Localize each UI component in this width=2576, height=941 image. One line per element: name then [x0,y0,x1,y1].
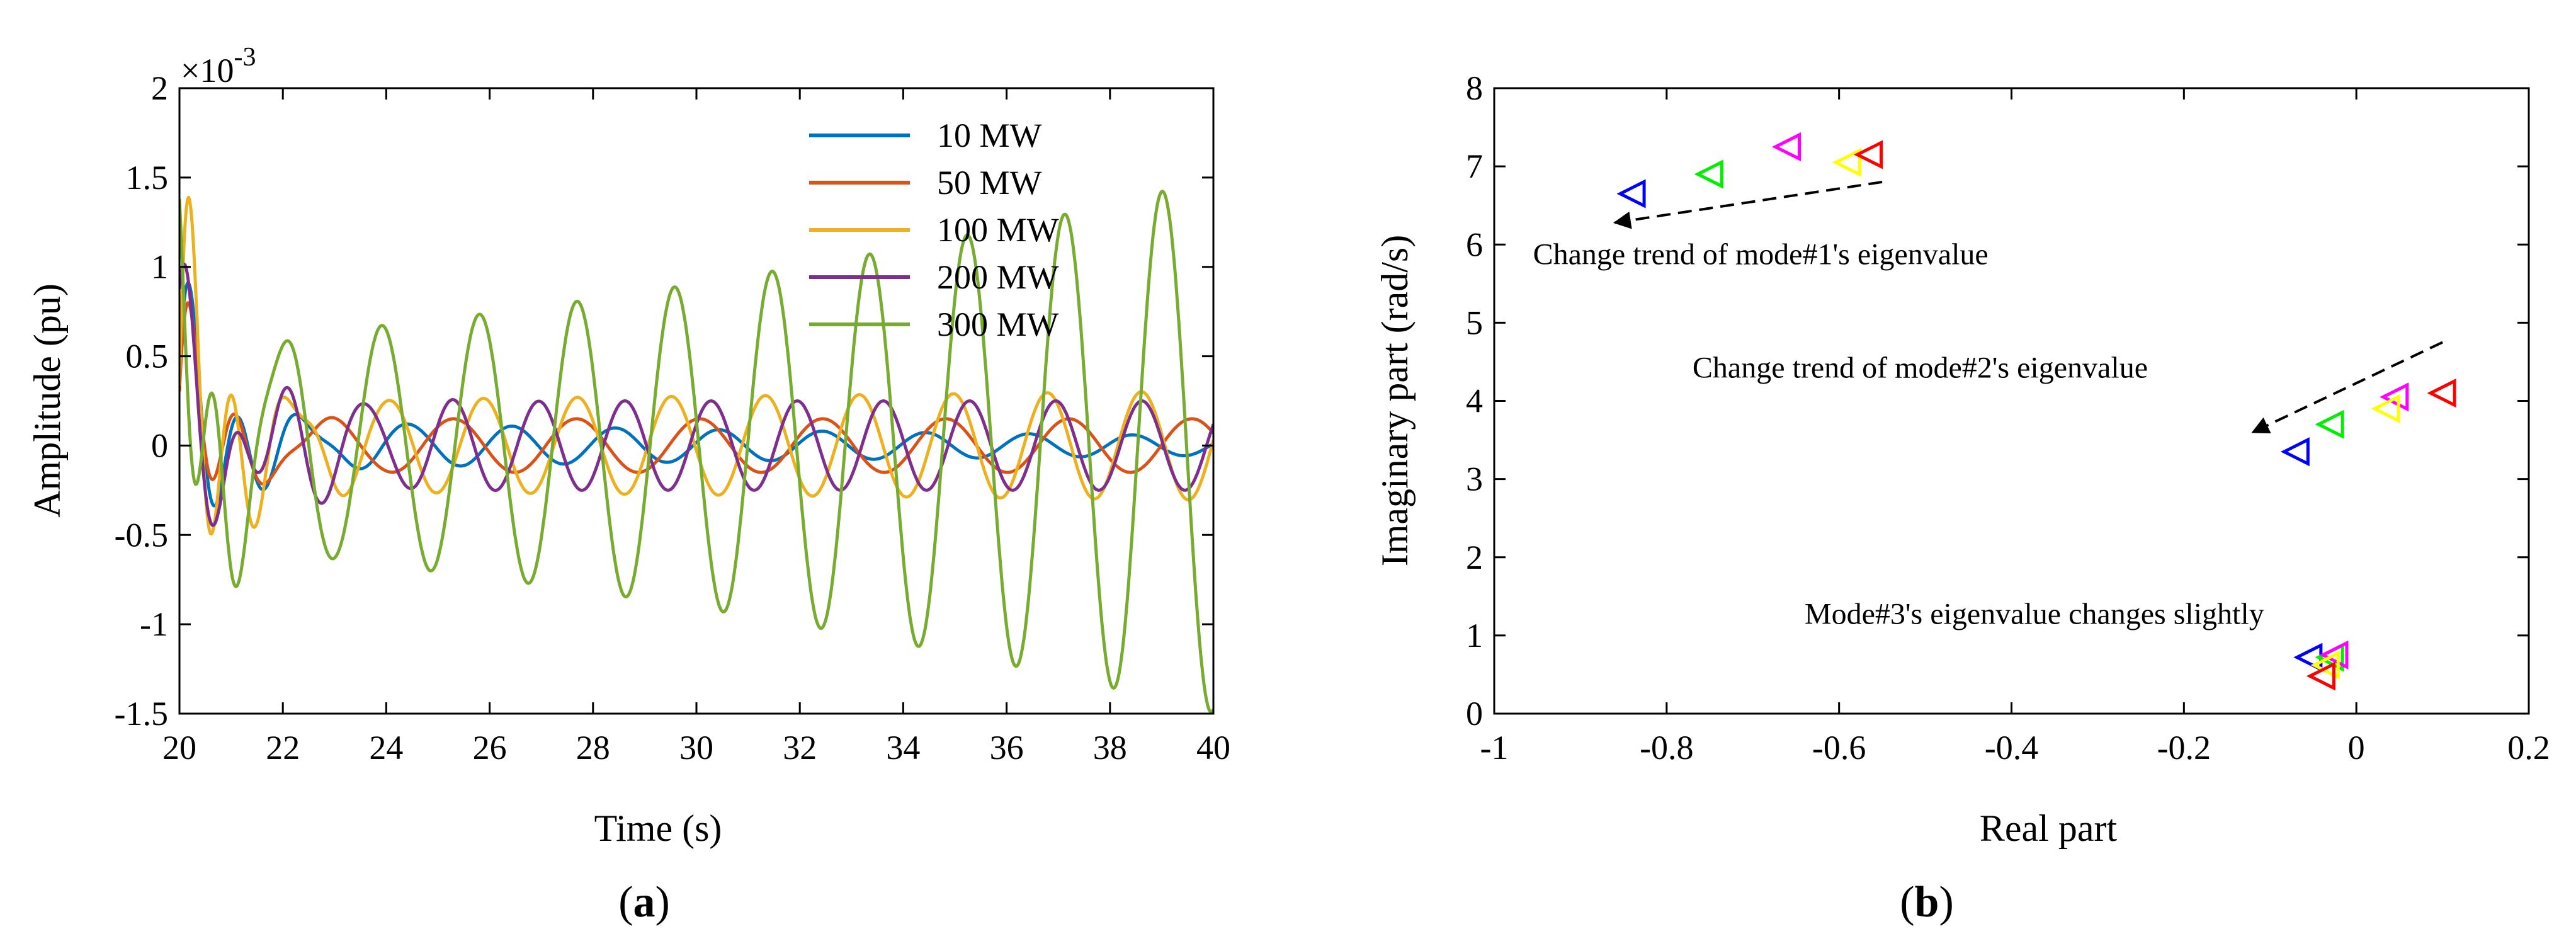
legend-label: 10 MW [937,117,1042,154]
panel-a-xlabel: Time (s) [594,807,722,849]
b-ytick-label: 6 [1466,225,1483,263]
b-xtick-label: 0.2 [2507,729,2550,767]
panel-b-caption-open: ( [1900,878,1914,927]
annotation-arrow [1613,180,1883,229]
panel-a-series-group [179,190,1213,714]
panel-b-caption-letter: b [1915,878,1939,927]
eigenvalue-marker-3 [1832,147,1861,177]
eigenvalue-marker-4 [2306,661,2335,691]
panel-a-caption-open: ( [618,878,633,927]
panel-b-ticks: -1 -0.8 -0.6 -0.4 -0.2 0 0.2 0 1 2 3 4 5 6 7 8 [1466,69,2550,767]
panel-b-annotations: Change trend of mode#1's eigenvalue Chang… [1533,180,2443,630]
a-ytick-label: 0 [151,426,168,464]
legend-label: 300 MW [937,305,1059,343]
panel-a-legend: 10 MW 50 MW 100 MW 200 MW 300 MW [809,117,1059,343]
b-ytick-label: 2 [1466,539,1483,576]
panel-b-caption-close: ) [1939,878,1953,927]
panel-b-chart: -1 -0.8 -0.6 -0.4 -0.2 0 0.2 0 1 2 3 4 5 6 7 8 Change t… [1374,69,2550,927]
a-ytick-label: -1 [140,605,168,643]
panel-a-caption: (a) [618,878,670,927]
b-ytick-label: 0 [1466,695,1483,733]
b-ytick-label: 5 [1466,304,1483,341]
a-xtick-label: 38 [1093,729,1127,767]
eigenvalue-marker-3 [2310,650,2340,680]
eigenvalue-marker-1 [1694,159,1723,189]
annotation-text: Mode#3's eigenvalue changes slightly [1805,597,2264,630]
b-xtick-label: -0.2 [2157,729,2211,767]
panel-b-xlabel: Real part [1980,807,2118,849]
annotation-text: Change trend of mode#1's eigenvalue [1533,237,1989,271]
panel-b-points [1616,132,2456,691]
a-xtick-label: 32 [783,729,817,767]
a-xtick-label: 20 [162,729,196,767]
b-xtick-label: -0.8 [1640,729,1693,767]
panel-a-ticks: 20 22 24 26 28 30 32 34 36 38 40 -1.5 -1 -0.5 0 0.5 1 1.5… [115,69,1230,767]
eigenvalue-marker-3 [2371,394,2400,423]
a-xtick-label: 26 [473,729,507,767]
a-series-line-4 [179,190,1213,714]
panel-a-caption-close: ) [655,878,670,927]
b-xtick-label: -1 [1480,729,1509,767]
a-ytick-label: 2 [151,69,168,107]
a-ytick-label: 0.5 [126,338,169,375]
eigenvalue-marker-2 [1771,132,1801,162]
legend-label: 100 MW [937,211,1059,249]
panel-b-caption: (b) [1900,878,1954,927]
panel-b-ylabel: Imaginary part (rad/s) [1374,235,1416,566]
b-xtick-label: 0 [2348,729,2365,767]
eigenvalue-marker-4 [2427,379,2456,408]
legend-label: 200 MW [937,258,1059,296]
b-ytick-label: 7 [1466,147,1483,185]
a-ytick-label: -0.5 [115,516,168,554]
a-xtick-label: 34 [886,729,920,767]
a-xtick-label: 36 [990,729,1024,767]
a-xtick-label: 22 [266,729,300,767]
eigenvalue-marker-4 [1853,140,1883,169]
b-ytick-label: 8 [1466,69,1483,107]
eigenvalue-marker-2 [2319,640,2349,670]
a-xtick-label: 40 [1196,729,1230,767]
a-xtick-label: 30 [679,729,713,767]
eigenvalue-marker-0 [2280,437,2310,467]
annotation-text: Change trend of mode#2's eigenvalue [1693,351,2148,384]
a-ytick-label: -1.5 [115,695,168,733]
annotation-arrow [2251,341,2443,434]
b-ytick-label: 3 [1466,460,1483,498]
a-ytick-label: 1.5 [126,159,169,197]
panel-a-caption-letter: a [633,878,655,927]
b-xtick-label: -0.6 [1812,729,1866,767]
a-xtick-label: 28 [576,729,610,767]
a-xtick-label: 24 [369,729,403,767]
b-ytick-label: 1 [1466,617,1483,654]
panel-a-ylabel: Amplitude (pu) [26,283,68,518]
eigenvalue-marker-2 [2380,382,2409,412]
panel-a-chart: 20 22 24 26 28 30 32 34 36 38 40 -1.5 -1 -0.5 0 0.5 1 1.5… [26,43,1230,927]
eigenvalue-marker-1 [2315,409,2344,439]
b-ytick-label: 4 [1466,382,1483,420]
b-xtick-label: -0.4 [1985,729,2038,767]
panel-a-exponent: ×10-3 [181,43,256,89]
eigenvalue-marker-0 [1616,179,1646,208]
legend-label: 50 MW [937,164,1042,202]
a-ytick-label: 1 [151,248,168,286]
